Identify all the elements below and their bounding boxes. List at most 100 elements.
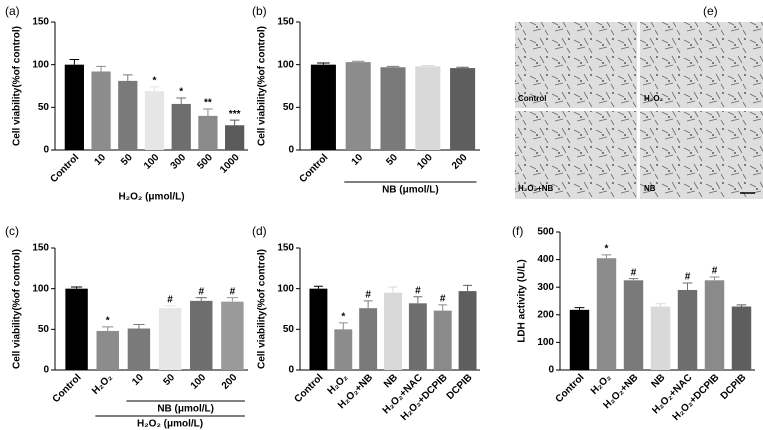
error-bar [338, 322, 348, 330]
significance-label: ** [204, 98, 212, 109]
error-bar [195, 297, 207, 301]
error-bar [456, 66, 469, 69]
x-tick-label: 50 [384, 152, 400, 168]
bar [450, 68, 476, 150]
bar [596, 258, 617, 370]
panel-label: (e) [703, 4, 718, 18]
x-tick-label: 50 [161, 372, 177, 388]
error-bar [413, 296, 423, 304]
error-bar [96, 65, 106, 72]
y-tick-label: 100 [277, 59, 294, 70]
bar [65, 288, 88, 370]
x-tick-label: 100 [142, 152, 162, 172]
x-tick-label: NB [649, 372, 667, 390]
micrograph [515, 22, 637, 108]
bar [310, 64, 336, 150]
error-bar [122, 74, 133, 81]
micrograph [640, 22, 763, 108]
x-tick-label: Control [297, 152, 330, 185]
panel-label: (c) [5, 224, 19, 238]
y-tick-label: 0 [288, 365, 294, 376]
x-tick-label: DCPIB [445, 372, 475, 402]
significance-label: *** [229, 109, 241, 120]
image-label: NB [644, 184, 656, 193]
x-tick-label: 10 [130, 372, 146, 388]
x-axis-label: H₂O₂ (μmol/L) [137, 419, 203, 430]
x-tick-label: Control [51, 372, 84, 405]
y-tick-label: 150 [277, 243, 294, 254]
error-bar [438, 304, 448, 311]
micrograph [515, 111, 637, 199]
image-panel: (e) Control H₂O₂ H₂O₂+NB NB [515, 4, 763, 199]
bar [171, 103, 191, 150]
significance-label: * [605, 244, 609, 255]
x-axis-label: H₂O₂ (μmol/L) [118, 192, 184, 203]
error-bar [317, 62, 330, 65]
image-label: Control [518, 94, 546, 103]
bar [415, 66, 441, 150]
image-label: H₂O₂ [644, 94, 664, 103]
y-tick-label: 0 [288, 145, 294, 156]
error-bar [421, 65, 435, 67]
micrograph [640, 111, 763, 199]
y-axis-label: LDH activity (U/L) [517, 259, 528, 342]
y-tick-label: 150 [32, 17, 49, 28]
y-axis-label: Cell viability(%of control) [12, 249, 23, 369]
error-bar [164, 305, 176, 309]
bar [569, 309, 590, 370]
x-tick-label: Control [293, 372, 326, 405]
x-tick-label: H₂O₂ [589, 372, 614, 397]
x-tick-label: 10 [92, 152, 108, 168]
bar [225, 125, 245, 150]
error-bar [229, 119, 240, 126]
y-axis-label: Cell viability(%of control) [257, 249, 268, 369]
error-bar [386, 65, 400, 68]
bar [623, 280, 644, 370]
significance-label: # [631, 267, 637, 278]
bar [334, 329, 353, 370]
x-tick-label: Control [48, 152, 81, 185]
bar [704, 280, 725, 370]
bar [384, 292, 402, 370]
x-tick-label: Control [554, 372, 587, 405]
error-bar [313, 285, 323, 289]
y-axis-label: Cell viability(%of control) [12, 26, 23, 146]
group-label: NB (μmol/L) [157, 404, 214, 415]
y-tick-label: 50 [283, 102, 295, 113]
error-bar [628, 278, 639, 281]
y-tick-label: 400 [537, 254, 554, 265]
x-tick-label: 200 [450, 152, 470, 172]
error-bar [709, 276, 720, 281]
y-tick-label: 150 [277, 17, 294, 28]
significance-label: # [365, 290, 371, 301]
bar [650, 306, 671, 370]
y-tick-label: 0 [548, 365, 554, 376]
bar [345, 62, 371, 150]
error-bar [70, 286, 83, 289]
bar [96, 330, 119, 370]
y-tick-label: 100 [277, 283, 294, 294]
y-tick-label: 50 [38, 324, 50, 335]
panel-label: (a) [5, 4, 20, 18]
error-bar [226, 297, 239, 302]
x-tick-label: 100 [189, 372, 209, 392]
significance-label: * [179, 87, 183, 98]
bar [198, 115, 218, 150]
bar [91, 71, 111, 150]
y-tick-label: 50 [38, 102, 50, 113]
error-bar [203, 108, 213, 116]
bar [127, 328, 151, 370]
bar [408, 303, 427, 370]
y-tick-label: 100 [32, 283, 49, 294]
y-tick-label: 150 [32, 243, 49, 254]
bar [677, 289, 698, 370]
bar [433, 310, 452, 370]
significance-label: # [685, 272, 691, 283]
x-tick-label: NB [382, 372, 400, 390]
y-tick-label: 300 [537, 282, 554, 293]
error-bar [69, 59, 80, 65]
significance-label: # [712, 266, 718, 277]
bar [221, 301, 244, 370]
error-bar [736, 304, 747, 307]
